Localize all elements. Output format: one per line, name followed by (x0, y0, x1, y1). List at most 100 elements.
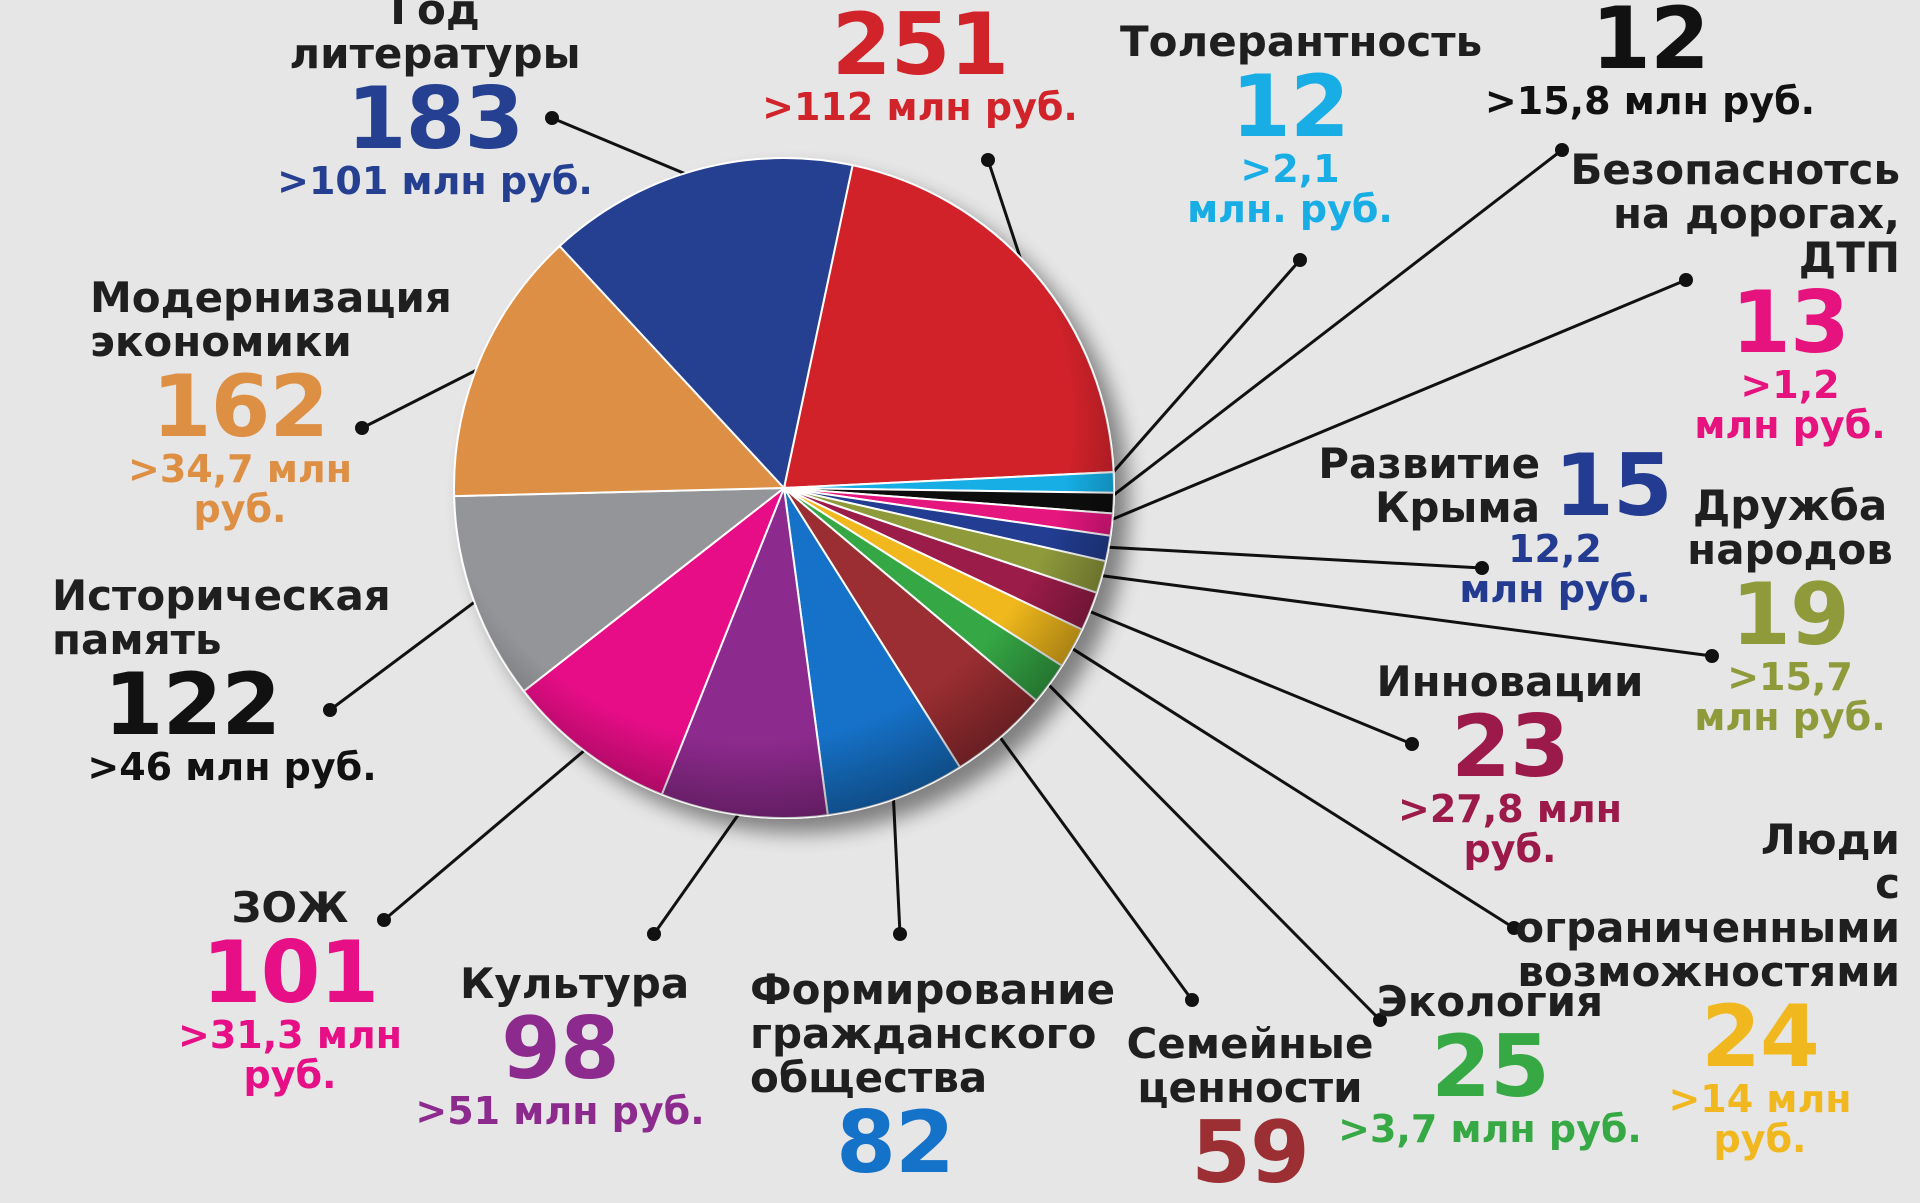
label-tolerance: Толерантность 12 >2,1 млн. руб. (1120, 17, 1483, 230)
leader-line (1101, 278, 1687, 525)
pie-shading (454, 158, 1114, 818)
label-amount: >34,7 млн руб. (128, 447, 352, 532)
label-name: Инновации (1376, 657, 1644, 706)
label-amount: >3,7 млн руб. (1338, 1107, 1642, 1152)
leader-line (1098, 545, 1483, 570)
label-name: с ограниченными (1515, 859, 1900, 953)
leader-dot (1705, 649, 1719, 663)
label-name: Историческая (52, 571, 391, 620)
label-name: Дружба (1692, 481, 1888, 530)
label-name: Экология (1376, 977, 1604, 1026)
label-name: Безопаснотсь (1570, 145, 1900, 194)
label-count: 23 (1451, 697, 1570, 798)
label-count: 19 (1731, 565, 1850, 666)
label-amount: млн руб. (1694, 403, 1886, 448)
leader-line (551, 116, 700, 181)
leader-line (361, 362, 490, 430)
label-name: ценности (1137, 1063, 1363, 1113)
label-amount: >15,7 (1727, 655, 1853, 700)
label-count: 12 (1231, 57, 1350, 158)
leader-line (329, 594, 484, 712)
label-name: Крыма (1375, 483, 1541, 533)
label-name: Развитие (1318, 439, 1541, 488)
label-name: Год (390, 0, 480, 34)
label-name: Люди (1760, 815, 1900, 864)
label-black-12: 12 >15,8 млн руб. (1480, 0, 1820, 122)
label-count: 12 (1591, 0, 1710, 89)
leader-line (1080, 606, 1413, 746)
label-count: 251 (831, 0, 1010, 95)
label-crimea: Развитие Крыма 15 12,2 млн руб. (1318, 441, 1672, 612)
label-name: гражданского (750, 1009, 1097, 1059)
label-amount: >1,2 (1740, 363, 1840, 408)
label-innovation: Инновации 23 >27,8 млн руб. (1350, 657, 1670, 871)
label-name: ЗОЖ (231, 883, 349, 932)
leader-dot (355, 421, 369, 435)
label-name: литературы (289, 29, 581, 79)
label-top-red: 251 >112 млн руб. (750, 2, 1090, 128)
leader-lines (323, 111, 1719, 1027)
leader-dot (893, 927, 907, 941)
label-name: Культура (460, 959, 690, 1008)
label-amount: 12,2 (1508, 527, 1602, 572)
leader-dot (1373, 1013, 1387, 1027)
leader-line (891, 788, 902, 935)
leader-dot (1507, 921, 1521, 935)
label-count: 101 (201, 923, 380, 1024)
label-literature: Год литературы 183 >101 млн руб. (270, 0, 600, 202)
label-name: память (52, 615, 222, 665)
leader-line (383, 742, 593, 922)
label-count: 82 (836, 1093, 955, 1194)
leader-dot (545, 111, 559, 125)
label-amount: >27,8 млн руб. (1398, 787, 1622, 871)
label-name: Семейные (1126, 1019, 1374, 1068)
label-friendship: Дружба народов 19 >15,7 млн руб. (1680, 481, 1900, 740)
leader-line (1102, 148, 1563, 504)
label-name: Толерантность (1120, 17, 1483, 66)
label-zozh: ЗОЖ 101 >31,3 млн руб. (130, 883, 450, 1097)
label-culture: Культура 98 >51 млн руб. (410, 959, 710, 1134)
leader-dot (323, 703, 337, 717)
label-amount: >31,3 млн руб. (178, 1013, 402, 1097)
label-count: 59 (1191, 1103, 1310, 1203)
label-count: 98 (501, 999, 620, 1100)
label-count: 162 (151, 357, 330, 458)
leader-dot (1555, 143, 1569, 157)
label-amount: >112 млн руб. (762, 85, 1078, 129)
leader-dot (1293, 253, 1307, 267)
label-amount: млн руб. (1694, 695, 1886, 740)
label-name: Модернизация (90, 273, 452, 322)
leader-dot (1405, 737, 1419, 751)
label-count: 15 (1554, 436, 1673, 537)
label-amount: >15,8 млн руб. (1484, 79, 1816, 123)
leader-line (1091, 572, 1713, 658)
label-name: на дорогах, ДТП (1612, 189, 1900, 283)
label-count: 183 (346, 69, 525, 170)
leader-dot (377, 913, 391, 927)
label-count: 13 (1731, 273, 1850, 374)
label-name: возможностями (1517, 947, 1900, 997)
leader-line (652, 804, 746, 935)
leader-dot (647, 927, 661, 941)
label-history: Историческая память 122 >46 млн руб. (52, 571, 391, 788)
label-count: 122 (103, 655, 282, 756)
label-count: 24 (1701, 987, 1820, 1088)
label-amount: >46 млн руб. (87, 745, 377, 790)
label-amount: >2,1 (1240, 147, 1340, 192)
label-name: экономики (90, 317, 352, 367)
label-disabled: Люди с ограниченными возможностями 24 >1… (1500, 815, 1900, 1162)
leader-dot (1475, 561, 1489, 575)
label-name: народов (1687, 525, 1893, 575)
leader-dot (981, 153, 995, 167)
label-civil: Формирование гражданского общества 82 (750, 967, 1115, 1194)
label-amount: >51 млн руб. (415, 1089, 705, 1134)
leader-line (1102, 259, 1302, 484)
label-amount: >101 млн руб. (277, 159, 593, 204)
label-ecology: Экология 25 >3,7 млн руб. (1330, 977, 1650, 1152)
leader-line (1062, 641, 1515, 930)
label-count: 25 (1431, 1017, 1550, 1118)
label-amount: >14 млн руб. (1668, 1077, 1852, 1162)
leader-line (992, 728, 1194, 1001)
label-amount: млн руб. (1459, 567, 1651, 612)
leader-dot (1185, 993, 1199, 1007)
